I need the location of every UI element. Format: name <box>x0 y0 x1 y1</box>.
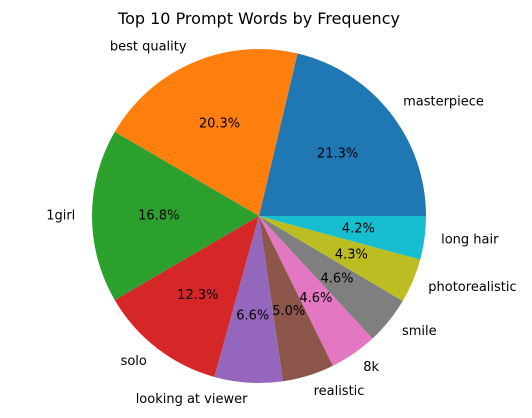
category-label-masterpiece: masterpiece <box>403 95 484 110</box>
pct-label-long-hair: 4.2% <box>342 222 375 237</box>
slice-masterpiece <box>259 53 426 216</box>
category-label-long-hair: long hair <box>441 233 499 248</box>
pct-label-photorealistic: 4.3% <box>335 247 368 262</box>
pct-label-solo: 12.3% <box>177 288 218 303</box>
slice-looking-at-viewer <box>214 216 284 384</box>
pct-label-1girl: 16.8% <box>138 209 179 224</box>
category-label-1girl: 1girl <box>46 209 75 224</box>
slice-photorealistic <box>259 216 421 302</box>
pct-label-best-quality: 20.3% <box>199 116 240 131</box>
pct-label-looking-at-viewer: 6.6% <box>236 309 269 324</box>
category-label-realistic: realistic <box>314 384 365 399</box>
slice-realistic <box>259 216 333 382</box>
pct-label-masterpiece: 21.3% <box>317 146 358 161</box>
category-label-photorealistic: photorealistic <box>428 280 516 295</box>
category-label-looking-at-viewer: looking at viewer <box>136 392 248 407</box>
slice-smile <box>259 216 403 339</box>
pct-label-realistic: 5.0% <box>272 304 305 319</box>
category-label-solo: solo <box>121 354 147 369</box>
pie-labels: 21.3% masterpiece 20.3% best quality 16.8% 1g… <box>46 40 516 407</box>
slice-8k <box>259 216 373 366</box>
pie-slices <box>92 48 427 384</box>
slice-best-quality <box>114 48 298 216</box>
slice-solo <box>114 216 259 377</box>
pct-label-smile: 4.6% <box>320 271 353 286</box>
slice-1girl <box>92 131 260 301</box>
pct-label-8k: 4.6% <box>299 291 332 306</box>
category-label-best-quality: best quality <box>110 40 187 55</box>
chart-title: Top 10 Prompt Words by Frequency <box>117 9 400 28</box>
slice-long-hair <box>259 216 427 260</box>
category-label-8k: 8k <box>363 360 379 375</box>
category-label-smile: smile <box>402 324 437 339</box>
